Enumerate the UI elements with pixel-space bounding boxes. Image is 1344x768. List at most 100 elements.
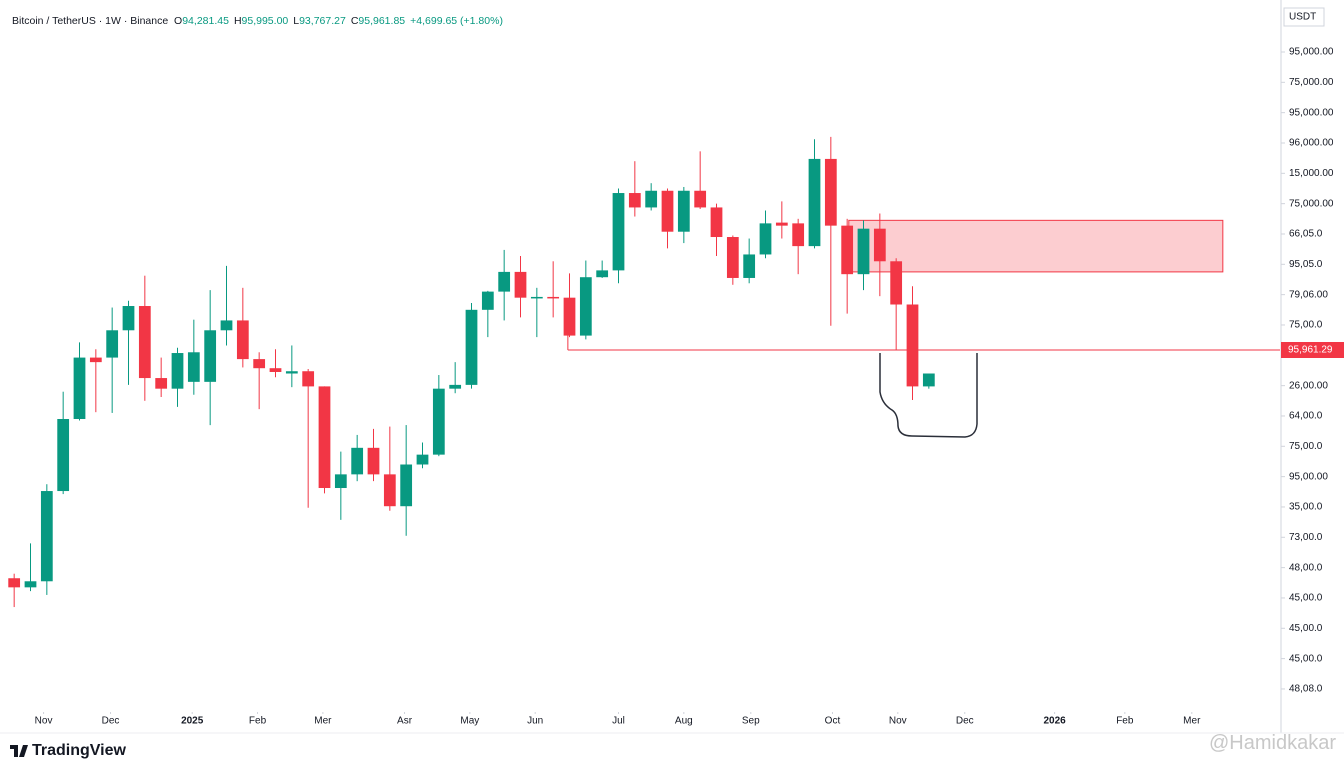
y-tick-label: 45,00.0 — [1289, 593, 1323, 604]
y-tick-label: 95,05.0 — [1289, 259, 1323, 270]
x-tick-label: Asr — [397, 716, 413, 727]
y-tick-label: 45,00.0 — [1289, 623, 1323, 634]
y-tick-label: 96,000.00 — [1289, 138, 1334, 149]
candle-body — [171, 353, 184, 389]
candle-body — [694, 190, 707, 208]
x-tick-label: Feb — [1116, 716, 1134, 727]
candle-body — [857, 228, 870, 275]
ohlc-value: 95,995.00 — [241, 15, 289, 27]
ohlc-value: 93,767.27 — [299, 15, 346, 27]
candle-body — [106, 330, 119, 358]
candle-body — [187, 352, 200, 382]
candle-body — [236, 320, 249, 360]
candle-body — [334, 474, 347, 489]
x-tick-label: Dec — [956, 716, 974, 727]
candle-body — [204, 330, 217, 382]
candle-body — [808, 158, 821, 247]
x-tick-label: May — [460, 716, 479, 727]
candle-body — [367, 447, 380, 475]
candle-body — [432, 388, 445, 455]
x-tick-label: Mer — [314, 716, 332, 727]
y-tick-label: 75,000.00 — [1289, 198, 1334, 209]
candle-body — [841, 225, 854, 275]
x-tick-label: Mer — [1183, 716, 1201, 727]
currency: USDT — [1289, 12, 1316, 23]
watermark: @Hamidkakar — [1208, 732, 1336, 754]
candle-body — [775, 222, 788, 226]
candle-body — [890, 261, 903, 305]
brand: TradingView — [10, 742, 126, 760]
candle-body — [824, 158, 837, 226]
y-tick-label: 79,06.00 — [1289, 289, 1328, 300]
candle-body — [579, 277, 592, 336]
candle-body — [612, 193, 625, 271]
x-tick-label: Feb — [249, 716, 267, 727]
candle-body — [710, 207, 723, 238]
ohlc: O94,281.45 H95,995.00 L93,767.27 C95,961.85 — [174, 15, 410, 27]
x-tick-label: 2025 — [181, 716, 204, 727]
x-tick-label: Jun — [527, 716, 543, 727]
y-tick-label: 48,08.0 — [1289, 684, 1323, 695]
y-tick-label: 15,000.00 — [1289, 168, 1334, 179]
candle-body — [465, 309, 478, 385]
candle-body — [269, 368, 282, 372]
candle-body — [596, 270, 609, 278]
ohlc-key: L — [293, 15, 300, 27]
ohlc-key: O — [174, 15, 183, 27]
currency-box — [1283, 7, 1325, 27]
x-tick-label: Dec — [102, 716, 120, 727]
candle-body — [73, 357, 86, 420]
candle-body — [530, 296, 543, 299]
supply-zone — [848, 219, 1224, 273]
x-tick-label: Aug — [675, 716, 693, 727]
ohlc-key: H — [233, 15, 242, 27]
x-tick-label: Oct — [825, 716, 841, 727]
x-tick-label: Nov — [35, 716, 53, 727]
y-tick-label: 48,00.0 — [1289, 562, 1323, 573]
y-tick-label: 95,000.00 — [1289, 107, 1334, 118]
price-label: 95,961.29 — [1288, 345, 1333, 356]
candle-body — [922, 373, 935, 387]
y-tick-label: 35,00.0 — [1289, 502, 1323, 513]
price-label-box — [1281, 342, 1344, 359]
ohlc-value: 95,961.85 — [358, 15, 406, 27]
brand-text: TradingView — [32, 742, 126, 759]
candle-body — [792, 223, 805, 247]
candle-body — [8, 578, 21, 588]
symbol: Bitcoin / TetherUS · 1W · Binance — [12, 15, 169, 27]
candle-body — [498, 271, 511, 292]
candle-body — [481, 291, 494, 310]
y-tick-label: 95,000.00 — [1289, 47, 1334, 58]
candle-body — [383, 474, 396, 507]
candle-body — [89, 357, 102, 363]
candle-body — [628, 193, 641, 208]
candle-body — [759, 223, 772, 255]
y-tick-label: 75,00.0 — [1289, 320, 1323, 331]
candle-body — [24, 581, 37, 588]
candle-body — [514, 271, 527, 298]
candle-body — [220, 320, 233, 331]
change: +4,699.65 (+1.80%) — [410, 15, 503, 27]
candle-body — [40, 491, 53, 582]
brand-logo — [10, 745, 28, 757]
y-tick-label: 64,00.0 — [1289, 411, 1323, 422]
x-tick-label: 2026 — [1043, 716, 1066, 727]
ohlc-value: 94,281.45 — [182, 15, 229, 27]
x-tick-label: Nov — [889, 716, 907, 727]
y-tick-label: 26,00.00 — [1289, 380, 1328, 391]
candle-body — [661, 190, 674, 232]
candle-body — [873, 228, 886, 262]
candle-body — [400, 464, 413, 507]
y-tick-label: 75,000.00 — [1289, 77, 1334, 88]
ohlc-key: C — [350, 15, 359, 27]
candle-body — [285, 371, 298, 374]
bracket-drawing — [879, 353, 978, 438]
candle-body — [677, 190, 690, 232]
y-tick-label: 66,05.0 — [1289, 229, 1323, 240]
candle-body — [318, 386, 331, 489]
candle-body — [416, 454, 429, 465]
candle-body — [351, 447, 364, 475]
candle-body — [726, 237, 739, 278]
y-tick-label: 45,00.0 — [1289, 653, 1323, 664]
